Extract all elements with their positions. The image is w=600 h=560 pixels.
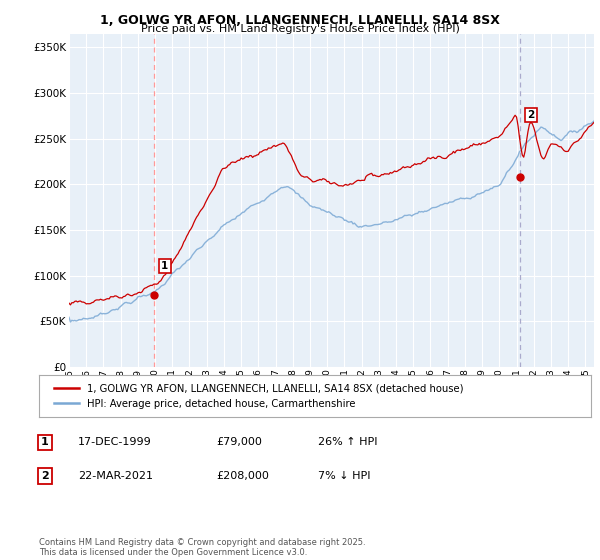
Text: 22-MAR-2021: 22-MAR-2021: [78, 471, 153, 481]
Text: Price paid vs. HM Land Registry's House Price Index (HPI): Price paid vs. HM Land Registry's House …: [140, 24, 460, 34]
Text: 2: 2: [41, 471, 49, 481]
Text: 17-DEC-1999: 17-DEC-1999: [78, 437, 152, 447]
Text: £208,000: £208,000: [216, 471, 269, 481]
Text: 1: 1: [41, 437, 49, 447]
Text: 26% ↑ HPI: 26% ↑ HPI: [318, 437, 377, 447]
Text: £79,000: £79,000: [216, 437, 262, 447]
Legend: 1, GOLWG YR AFON, LLANGENNECH, LLANELLI, SA14 8SX (detached house), HPI: Average: 1, GOLWG YR AFON, LLANGENNECH, LLANELLI,…: [50, 380, 467, 413]
Text: 2: 2: [527, 110, 535, 120]
Text: 1: 1: [161, 261, 169, 271]
Text: 1, GOLWG YR AFON, LLANGENNECH, LLANELLI, SA14 8SX: 1, GOLWG YR AFON, LLANGENNECH, LLANELLI,…: [100, 14, 500, 27]
Text: 7% ↓ HPI: 7% ↓ HPI: [318, 471, 371, 481]
Text: Contains HM Land Registry data © Crown copyright and database right 2025.
This d: Contains HM Land Registry data © Crown c…: [39, 538, 365, 557]
